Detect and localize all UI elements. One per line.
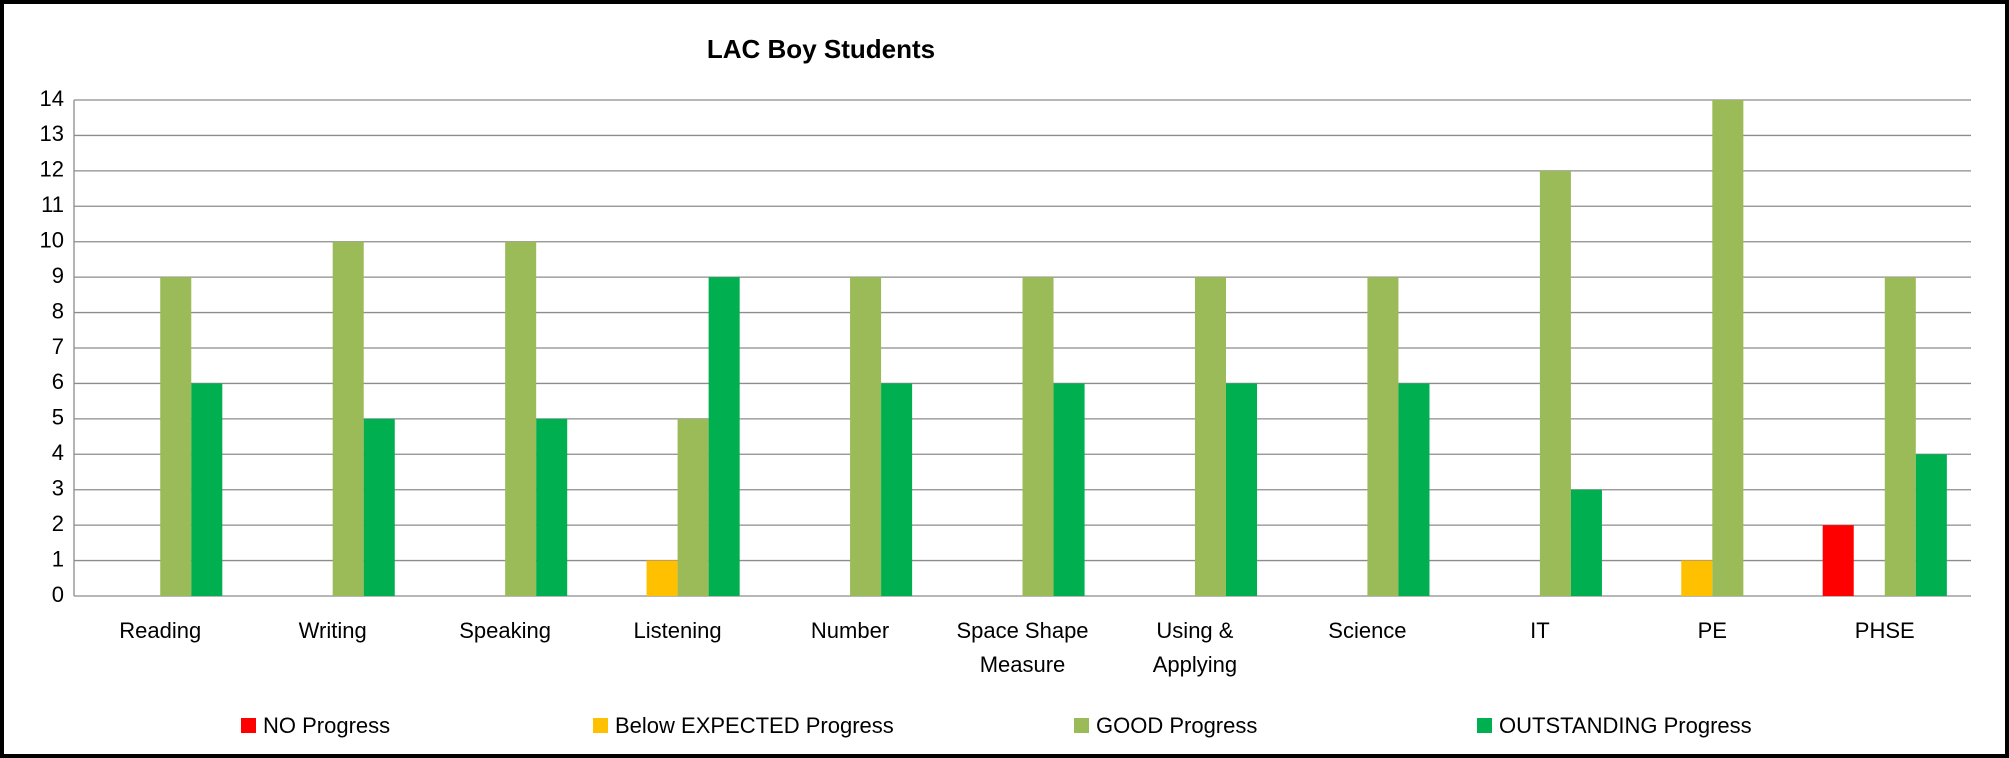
legend-label: Below EXPECTED Progress	[615, 713, 894, 738]
x-tick-label: IT	[1530, 618, 1550, 643]
bar	[536, 418, 568, 596]
x-tick-label: Listening	[634, 618, 722, 643]
y-tick-label: 8	[52, 298, 64, 323]
bar	[1822, 525, 1854, 596]
y-tick-label: 7	[52, 334, 64, 359]
bar	[1884, 277, 1916, 596]
x-tick-label: Writing	[299, 618, 367, 643]
bar	[708, 277, 740, 596]
y-tick-label: 1	[52, 546, 64, 571]
x-tick-label: PE	[1698, 618, 1727, 643]
x-tick-label: PHSE	[1855, 618, 1915, 643]
bar	[646, 560, 678, 596]
x-tick-label: Reading	[119, 618, 201, 643]
bar	[850, 277, 882, 596]
y-tick-label: 3	[52, 476, 64, 501]
y-tick-label: 4	[52, 440, 64, 465]
bar	[505, 241, 537, 596]
bar	[1539, 170, 1571, 596]
bar	[1681, 560, 1713, 596]
bar	[1570, 489, 1602, 596]
bar	[1194, 277, 1226, 596]
legend-label: NO Progress	[263, 713, 390, 738]
y-tick-label: 11	[41, 192, 64, 217]
x-tick-label: Using & Applying	[1153, 618, 1237, 677]
y-tick-label: 2	[52, 511, 64, 536]
legend-swatch	[593, 718, 608, 733]
chart-title: LAC Boy Students	[707, 34, 935, 64]
bar	[1398, 383, 1430, 596]
bar	[332, 241, 364, 596]
legend-swatch	[241, 718, 256, 733]
bar	[363, 418, 395, 596]
bar	[160, 277, 192, 596]
x-tick-label: Number	[811, 618, 889, 643]
x-tick-label: Speaking	[459, 618, 551, 643]
bar	[1915, 454, 1947, 596]
bar	[1053, 383, 1085, 596]
bar	[1712, 100, 1744, 596]
bar	[677, 418, 709, 596]
legend-swatch	[1074, 718, 1089, 733]
bar	[191, 383, 223, 596]
y-tick-label: 6	[52, 369, 64, 394]
legend-label: GOOD Progress	[1096, 713, 1257, 738]
y-tick-label: 12	[40, 157, 64, 182]
x-tick-label: Science	[1328, 618, 1406, 643]
bar	[1367, 277, 1399, 596]
x-tick-label: Space Shape Measure	[956, 618, 1088, 677]
bar	[881, 383, 913, 596]
legend-swatch	[1477, 718, 1492, 733]
y-tick-label: 9	[52, 263, 64, 288]
y-tick-label: 5	[52, 405, 64, 430]
y-tick-label: 14	[40, 86, 64, 111]
bar	[1225, 383, 1258, 596]
y-tick-label: 10	[40, 228, 64, 253]
bar	[1022, 277, 1054, 596]
legend-label: OUTSTANDING Progress	[1499, 713, 1752, 738]
y-tick-label: 13	[40, 121, 64, 146]
y-tick-label: 0	[52, 582, 64, 607]
